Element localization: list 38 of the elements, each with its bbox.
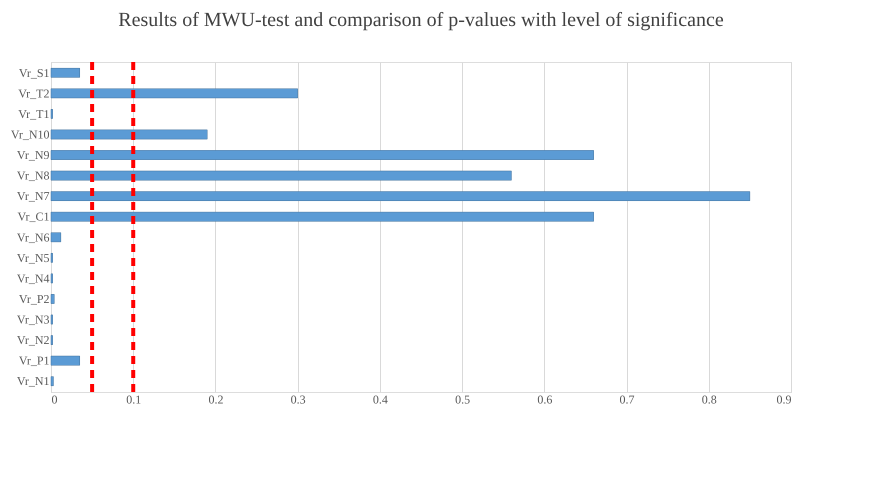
x-tick-label: 0	[52, 392, 58, 406]
y-tick-label: Vr_N3	[16, 312, 50, 327]
y-tick-label: Vr_N1	[16, 374, 50, 388]
x-tick-label: 0.1	[126, 392, 142, 406]
y-tick-label: Vr_P2	[18, 292, 50, 306]
y-tick-label: Vr_N2	[16, 333, 50, 348]
y-tick-label: Vr_T2	[18, 86, 50, 100]
y-tick-label: Vr_N4	[16, 271, 50, 286]
y-tick-label: Vr_P1	[18, 354, 50, 368]
bar	[50, 68, 80, 78]
x-tick-label: 0.9	[776, 392, 792, 406]
x-tick-label: 0.8	[702, 392, 717, 406]
y-tick-label: Vr_N6	[16, 230, 50, 244]
bar	[50, 191, 750, 202]
chart-title: Results of MWU-test and comparison of p-values with level of significance	[118, 9, 724, 31]
x-tick-label: 0.3	[290, 392, 306, 406]
bar	[50, 130, 208, 140]
x-tick-label: 0.2	[208, 392, 224, 406]
bar	[50, 212, 594, 222]
bar	[50, 150, 594, 160]
y-tick-label: Vr_T1	[18, 106, 50, 121]
x-tick-label: 0.5	[455, 392, 470, 406]
y-tick-label: Vr_N9	[16, 148, 50, 162]
y-tick-label: Vr_N7	[16, 189, 50, 204]
x-tick-label: 0.6	[537, 392, 552, 406]
bar	[50, 232, 62, 242]
y-tick-label: Vr_N8	[16, 168, 50, 183]
x-tick-label: 0.4	[372, 392, 388, 406]
x-tick-label: 0.7	[620, 392, 635, 406]
bar	[50, 170, 512, 180]
y-tick-label: Vr_N5	[16, 250, 50, 265]
bar	[50, 88, 298, 98]
bar	[50, 376, 54, 386]
bar	[50, 356, 80, 366]
y-tick-label: Vr_S1	[18, 66, 50, 80]
bar	[50, 294, 55, 304]
y-tick-label: Vr_C1	[18, 210, 50, 224]
y-tick-label: Vr_N10	[10, 127, 50, 142]
